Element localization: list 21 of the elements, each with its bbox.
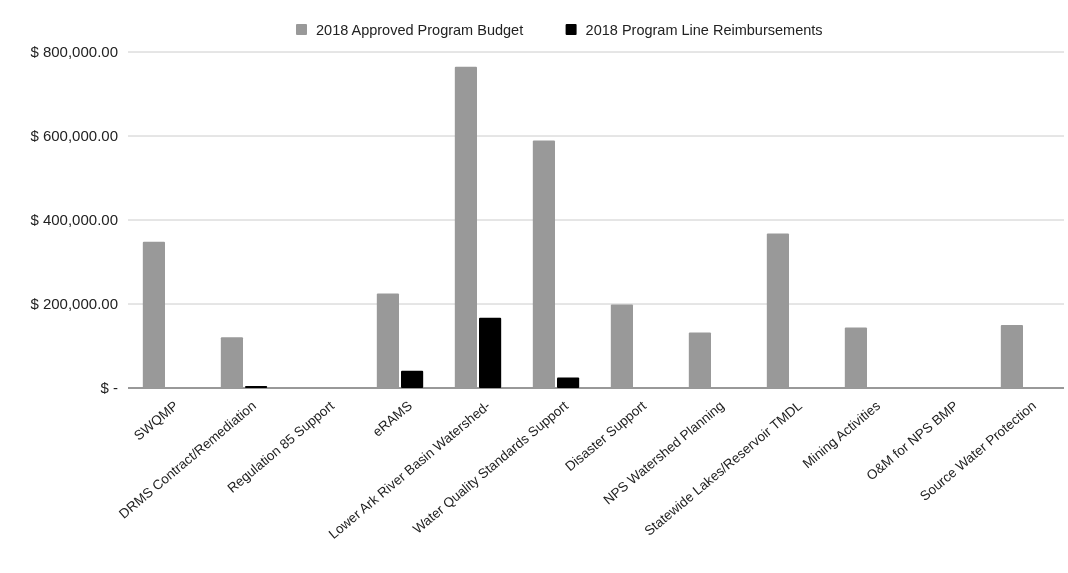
y-tick-label: $ 200,000.00 <box>30 295 118 313</box>
bar <box>142 241 165 388</box>
bar <box>245 385 268 388</box>
bar <box>220 337 243 388</box>
y-tick-label: $ 400,000.00 <box>30 211 118 229</box>
bar <box>766 233 789 388</box>
bar <box>401 370 424 388</box>
bar <box>1000 325 1023 388</box>
bar <box>557 377 580 388</box>
y-tick-label: $ 600,000.00 <box>30 127 118 145</box>
bar <box>844 327 867 388</box>
bar <box>610 304 633 388</box>
bar <box>454 66 477 388</box>
y-tick-label: $ 800,000.00 <box>30 43 118 61</box>
bar <box>376 293 399 388</box>
bar <box>479 317 502 388</box>
y-tick-label: $ - <box>100 379 118 397</box>
bar <box>688 332 711 388</box>
legend-label: 2018 Approved Program Budget <box>316 22 524 39</box>
bar <box>532 140 555 388</box>
legend-label: 2018 Program Line Reimbursements <box>585 22 823 39</box>
